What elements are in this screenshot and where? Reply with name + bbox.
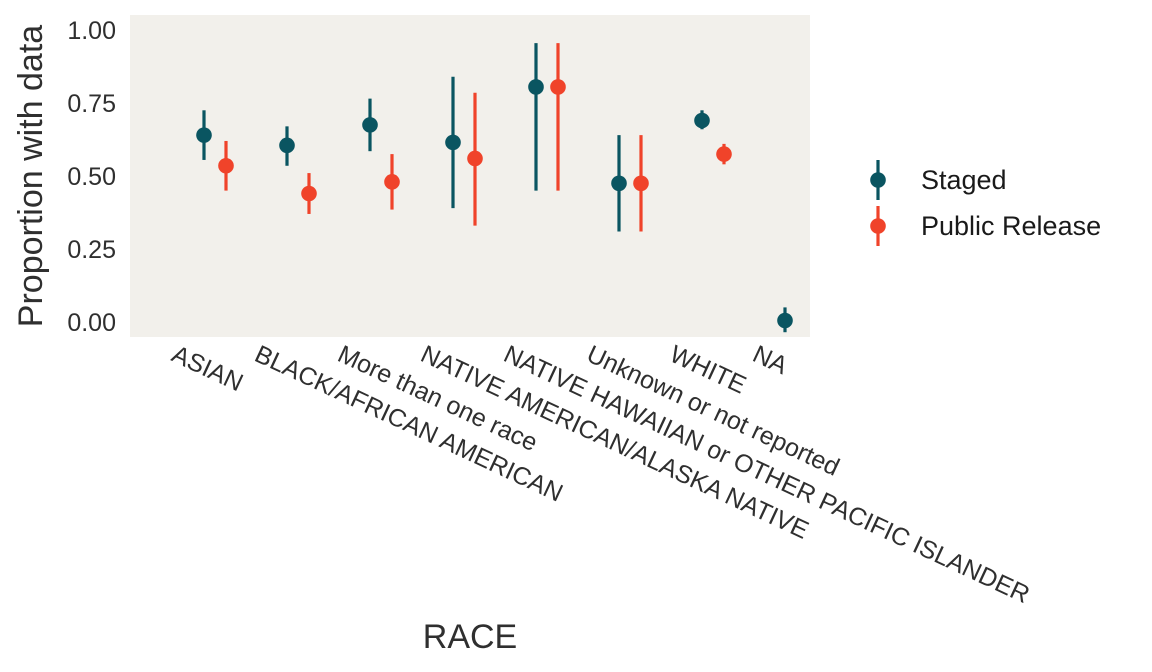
data-point xyxy=(467,150,483,167)
legend-key-point xyxy=(870,218,886,234)
data-point xyxy=(384,174,400,190)
x-tick-label: NA xyxy=(748,340,792,380)
data-point xyxy=(279,137,295,154)
legend-key-point xyxy=(870,172,886,188)
x-axis-label: RACE xyxy=(423,618,517,656)
y-tick-label: 1.00 xyxy=(67,17,116,45)
data-point xyxy=(196,127,212,143)
legend: Staged Public Release xyxy=(870,160,1101,246)
legend-label: Public Release xyxy=(921,211,1101,241)
data-point xyxy=(633,175,649,192)
data-marks xyxy=(196,43,793,333)
plot-panel xyxy=(130,15,810,337)
data-point xyxy=(550,79,566,95)
y-axis-label: Proportion with data xyxy=(12,25,50,327)
data-point xyxy=(528,79,544,95)
data-point xyxy=(611,175,627,192)
y-axis-ticks: 0.00 0.25 0.50 0.75 1.00 xyxy=(67,17,116,337)
data-point xyxy=(777,312,793,329)
data-point xyxy=(694,112,710,129)
y-tick-label: 0.25 xyxy=(67,236,116,264)
x-tick-label: ASIAN xyxy=(167,340,247,397)
legend-label: Staged xyxy=(921,165,1007,195)
x-tick-label: NATIVE HAWAIIAN or OTHER PACIFIC ISLANDE… xyxy=(499,340,1033,609)
y-tick-label: 0.00 xyxy=(67,309,116,337)
y-tick-label: 0.75 xyxy=(67,90,116,118)
data-point xyxy=(218,157,234,174)
y-tick-label: 0.50 xyxy=(67,163,116,191)
data-point xyxy=(445,134,461,151)
data-point xyxy=(301,185,317,202)
data-point xyxy=(362,117,378,133)
data-point xyxy=(716,146,732,162)
